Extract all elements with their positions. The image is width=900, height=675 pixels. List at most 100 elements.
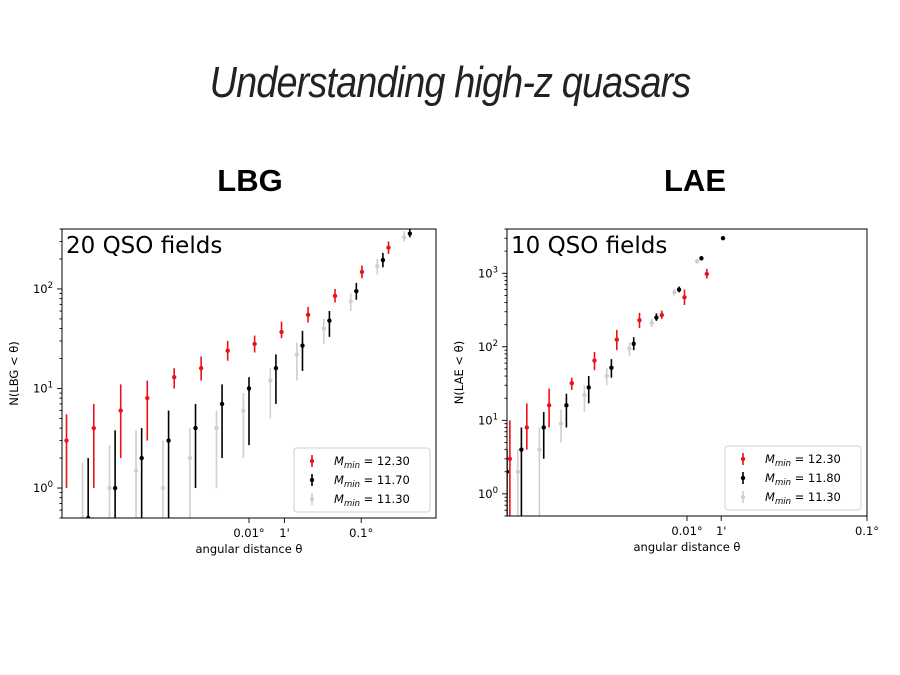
lbg-data-point [321,326,326,331]
lae-data-point [627,346,632,351]
lbg-annotation: 20 QSO fields [66,233,222,259]
lae-plot-frame [506,228,868,517]
lae-y-axis-label: N(LAE < θ) [452,341,466,404]
lae-legend-marker-dot [740,494,746,500]
lae-data-point [704,271,709,277]
lae-legend-label: Mmin = 11.80 [765,471,841,488]
lbg-legend-label: Mmin = 12.30 [334,454,410,471]
lbg-data-point [327,318,332,323]
lbg-data-point [145,395,150,401]
lbg-heading: LBG [217,163,283,198]
lbg-data-point [305,312,311,317]
lbg-x-ticks: 0.01° 1' 0.1° [233,518,373,540]
lae-y-tick-label: 102 [478,339,498,354]
lbg-series-0 [64,241,391,489]
lbg-data-point [107,485,112,491]
lae-data-point [569,380,574,386]
lae-data-point [682,295,687,300]
lae-data-point [582,392,587,398]
lbg-data-point [375,263,380,269]
lae-data-point [507,469,510,474]
lae-annotation: 10 QSO fields [511,233,667,259]
lbg-y-axis-label: N(LBG < θ) [7,341,21,406]
lae-heading: LAE [664,163,726,198]
lae-data-point [720,235,726,241]
lae-data-point [586,385,591,390]
lbg-legend-label: Mmin = 11.70 [334,473,410,490]
lbg-x-tick-label: 0.1° [349,526,373,540]
lbg-data-point [225,348,230,353]
lae-data-point [592,358,597,363]
lbg-data-point [214,425,219,431]
lbg-data-point [139,455,144,461]
lbg-data-point [348,299,353,304]
lae-series-2 [515,259,700,516]
lbg-legend-marker-dot [309,477,315,483]
lae-legend-label: Mmin = 12.30 [765,452,841,469]
lbg-series-1 [85,229,413,518]
lae-data-point [546,403,552,408]
lae-data-point [659,312,664,318]
lbg-x-axis-label: angular distance θ [196,542,303,556]
lbg-chart: 100 101 102 0.01° 1' 0.1° angular distance θ N(… [7,228,437,556]
lae-data-point [564,403,569,408]
lae-x-tick-label: 0.1° [855,524,879,538]
lbg-data-point [386,245,391,250]
lbg-data-point [112,485,118,491]
lbg-data-point [380,257,386,263]
lae-series-0 [507,268,709,516]
lbg-data-point [219,401,225,407]
lbg-data-point [246,386,252,391]
lbg-data-point [172,374,177,380]
lbg-data-point [91,425,96,431]
lbg-data-point [332,293,338,299]
lae-data-point [699,256,704,261]
lae-data-point [654,315,659,320]
lbg-x-tick-label: 0.01° [233,526,264,540]
lbg-data-point [85,515,91,518]
lae-y-tick-label: 101 [478,412,498,427]
lbg-data-point [166,438,171,443]
lbg-legend-box [293,447,431,513]
lae-x-axis-label: angular distance θ [634,540,741,554]
lae-data [507,235,726,516]
lbg-y-tick-label: 102 [33,281,53,296]
lae-data-point [519,447,524,452]
lae-data-point [507,456,513,461]
lae-data-point [515,469,520,474]
lae-data-point [694,259,700,264]
lbg-data-point [402,235,407,240]
lbg-legend-marker-dot [309,458,315,464]
lbg-legend: Mmin = 12.30 Mmin = 11.70 Mmin = 11.30 [293,447,431,513]
lae-data-point [537,447,542,452]
lbg-y-ticks: 100 101 102 [33,228,62,519]
lae-x-tick-label: 0.01° [671,524,702,538]
lae-data-point [604,373,609,379]
lbg-legend-label: Mmin = 11.30 [334,492,410,509]
lae-legend: Mmin = 12.30 Mmin = 11.80 Mmin = 11.30 [724,445,862,511]
lae-data-point [637,318,642,323]
lbg-data-point [294,352,300,357]
lae-data-point [649,320,654,326]
lbg-data-point [133,468,139,473]
lbg-data [64,229,413,518]
lbg-data-point [354,288,359,294]
lae-y-ticks: 100 101 102 103 [478,228,507,517]
lbg-data-point [80,515,85,518]
lae-data-point [614,337,619,342]
lae-legend-marker-dot [740,456,746,462]
lbg-data-point [252,341,257,347]
lbg-data-point [279,329,284,335]
lbg-data-point [359,269,365,275]
lae-x-tick-label: 1' [716,524,726,538]
lbg-data-point [187,455,193,461]
lae-series-1 [507,235,726,516]
lbg-data-point [300,343,305,348]
lbg-data-point [273,365,279,371]
lbg-data-point [193,425,198,431]
lbg-x-tick-label: 1' [279,526,289,540]
lae-legend-box [724,445,862,511]
lbg-y-tick-label: 101 [33,380,53,395]
lbg-data-point [268,378,273,383]
lae-legend-label: Mmin = 11.30 [765,490,841,507]
